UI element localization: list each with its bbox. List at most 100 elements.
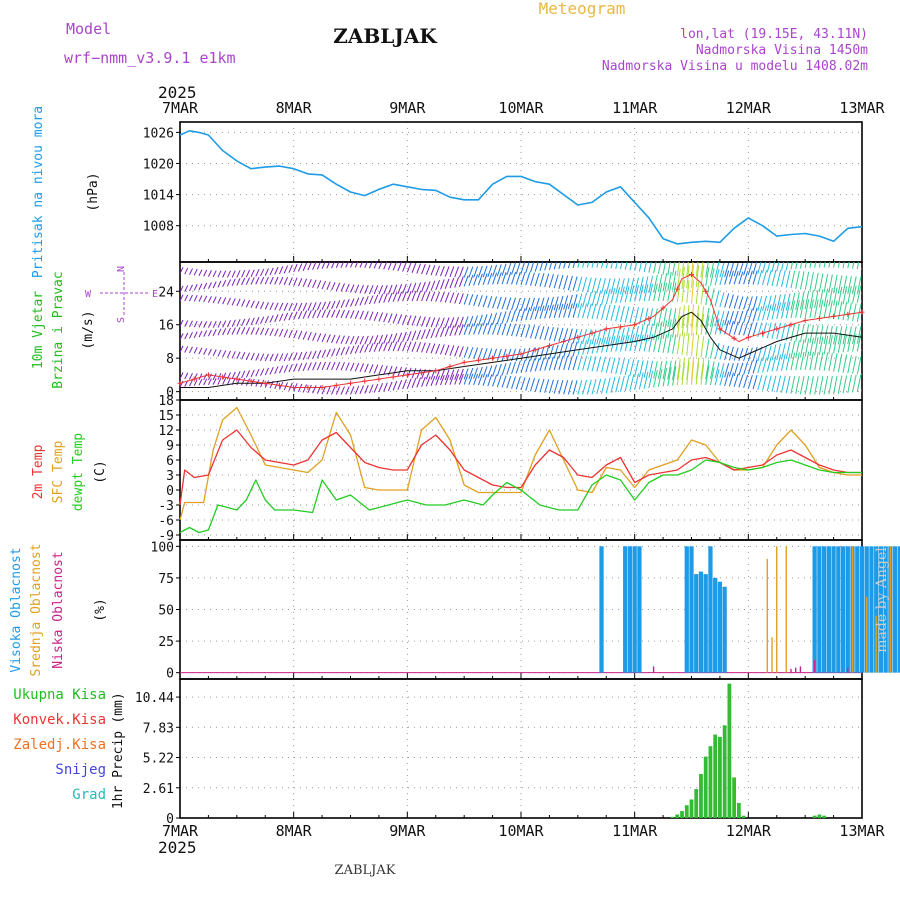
gust-marker xyxy=(447,364,453,370)
wind-barb xyxy=(350,345,355,355)
wind-barb xyxy=(477,273,483,286)
wind-barb xyxy=(345,346,350,355)
wind-barb xyxy=(743,271,749,285)
wind-barb xyxy=(544,297,550,311)
wind-barb xyxy=(525,307,531,321)
wind-barb xyxy=(790,262,794,270)
wind-barb xyxy=(691,356,695,380)
y-tick-label: 1020 xyxy=(143,157,174,172)
wind-barb xyxy=(747,347,753,362)
wind-barb xyxy=(492,312,498,325)
wind-barb xyxy=(733,362,739,377)
product-title: Meteogram xyxy=(539,0,626,18)
wind-barb xyxy=(548,345,554,360)
wind-barb xyxy=(402,341,407,352)
wind-barb xyxy=(425,376,431,387)
wind-barb xyxy=(217,349,222,357)
precip-bar xyxy=(689,799,694,818)
wind-barb xyxy=(634,334,639,352)
precip-bar xyxy=(680,811,684,818)
wind-barb xyxy=(368,343,374,353)
wind-barb xyxy=(326,262,331,269)
wind-barb xyxy=(345,335,350,345)
wind-barb xyxy=(444,292,450,303)
wind-barb xyxy=(724,311,730,326)
wind-barb xyxy=(364,384,369,394)
wind-barb xyxy=(667,367,672,387)
wind-barb xyxy=(648,275,654,293)
wind-barb xyxy=(828,287,833,307)
wind-barb xyxy=(852,374,857,393)
wind-barb xyxy=(383,365,388,375)
wind-barb xyxy=(724,270,730,285)
wind-barb xyxy=(454,292,460,304)
wind-barb xyxy=(501,348,507,362)
wind-barb xyxy=(534,262,539,272)
wind-barb xyxy=(425,328,431,339)
wind-speed-line xyxy=(180,311,863,388)
wind-barb xyxy=(392,313,398,324)
wind-barb xyxy=(473,315,479,327)
wind-barb xyxy=(231,278,236,287)
wind-barb xyxy=(226,377,231,385)
wind-barb xyxy=(653,361,658,379)
precip-bar xyxy=(703,756,708,818)
wind-barb xyxy=(596,356,602,372)
wind-barb xyxy=(245,378,251,386)
wind-barb xyxy=(648,360,654,379)
wind-barb xyxy=(553,296,559,311)
wind-barb xyxy=(364,311,369,320)
wind-barb xyxy=(572,380,578,395)
wind-barb xyxy=(302,351,308,360)
wind-barb xyxy=(463,373,469,385)
wind-barb xyxy=(695,264,700,288)
wind-barb xyxy=(624,306,630,323)
wind-barb xyxy=(771,344,777,361)
wind-barb xyxy=(776,322,782,340)
wind-barb xyxy=(421,290,426,302)
gust-marker xyxy=(248,378,254,384)
wind-barb xyxy=(776,354,782,372)
wind-barb xyxy=(577,262,580,268)
wind-barb xyxy=(629,326,635,343)
wind-barb xyxy=(421,281,426,292)
wind-barb xyxy=(411,262,417,273)
wind-barb xyxy=(814,289,819,309)
wind-barb xyxy=(492,374,498,387)
wind-barb xyxy=(695,357,700,380)
pressure-unit: (hPa) xyxy=(86,172,101,211)
wind-barb xyxy=(520,324,526,338)
wind-barb xyxy=(245,299,251,308)
wind-barb xyxy=(477,347,483,360)
wind-barb xyxy=(245,370,251,378)
wind-barb xyxy=(823,325,829,345)
wind-barb xyxy=(615,358,621,374)
wind-barb xyxy=(814,351,819,371)
wind-barb xyxy=(449,266,455,278)
wind-barb xyxy=(771,322,777,339)
wind-barb xyxy=(780,375,786,393)
precip-bar xyxy=(741,815,746,818)
wind-barb xyxy=(496,296,502,309)
wind-barb xyxy=(686,262,689,277)
wind-barb xyxy=(340,386,345,395)
wind-barb xyxy=(444,317,450,328)
y-tick-label: 1014 xyxy=(143,189,174,204)
wind-barb xyxy=(203,295,208,303)
wind-barb xyxy=(307,362,312,371)
wind-barb xyxy=(430,265,436,276)
wind-barb xyxy=(842,334,848,353)
wind-barb xyxy=(511,297,517,311)
wind-barb xyxy=(714,343,720,360)
wind-barb xyxy=(231,319,236,327)
wind-barb xyxy=(477,373,483,386)
wind-barb xyxy=(340,346,345,356)
wind-barb xyxy=(492,322,498,335)
wind-barb xyxy=(847,262,850,269)
wind-barb xyxy=(297,263,303,272)
wind-barb xyxy=(226,270,231,278)
wind-barb xyxy=(193,284,198,291)
wind-barb xyxy=(222,328,227,336)
gust-marker xyxy=(234,376,240,382)
wind-barb xyxy=(653,308,658,327)
